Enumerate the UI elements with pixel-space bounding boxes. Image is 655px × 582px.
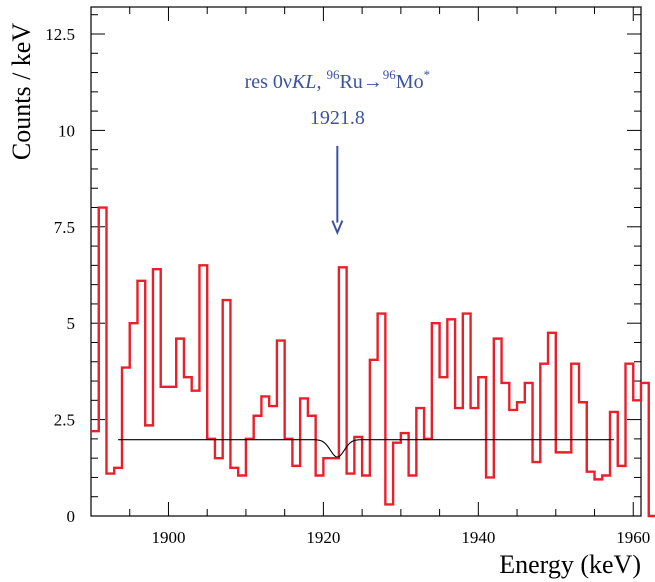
y-tick-label: 7.5: [54, 218, 75, 237]
x-tick-label: 1940: [461, 528, 495, 547]
annotation-ru: Ru→: [339, 71, 382, 93]
annotation-line1: res 0νKL, 96Ru→96Mo*: [245, 67, 430, 93]
x-tick-label: 1900: [151, 528, 185, 547]
annotation-comma: ,: [316, 71, 326, 93]
fit-line: [118, 439, 614, 458]
axes-frame: [90, 6, 642, 517]
annotation-star: *: [424, 67, 431, 82]
y-tick-label: 0: [67, 507, 76, 526]
annotation-arrow-head: [331, 220, 344, 236]
annotation-sup-96a: 96: [326, 67, 340, 82]
annotation-prefix: res 0ν: [245, 71, 292, 93]
x-tick-label: 1960: [616, 528, 650, 547]
x-tick-label: 1920: [306, 528, 340, 547]
y-tick-label: 2.5: [54, 411, 75, 430]
fit-curve: [118, 439, 614, 458]
histogram-line: [91, 206, 655, 518]
annotation-kl: KL: [291, 71, 316, 93]
annotation-sup-96b: 96: [383, 67, 397, 82]
annotation-energy: 1921.8: [310, 107, 365, 129]
tick-labels: 1900 1920 1940 1960 0 2.5 5 7.5 10 12.5: [45, 25, 650, 547]
annotation-mo: Mo: [396, 71, 424, 93]
x-axis-label: Energy (keV): [499, 550, 641, 579]
y-axis-label: Counts / keV: [7, 23, 36, 160]
plot-frame: [90, 6, 642, 517]
data-series: [91, 206, 655, 518]
peak-annotation: res 0νKL, 96Ru→96Mo* 1921.8: [245, 67, 430, 236]
y-tick-label: 5: [67, 314, 76, 333]
y-tick-label: 10: [58, 121, 75, 140]
y-tick-label: 12.5: [45, 25, 75, 44]
